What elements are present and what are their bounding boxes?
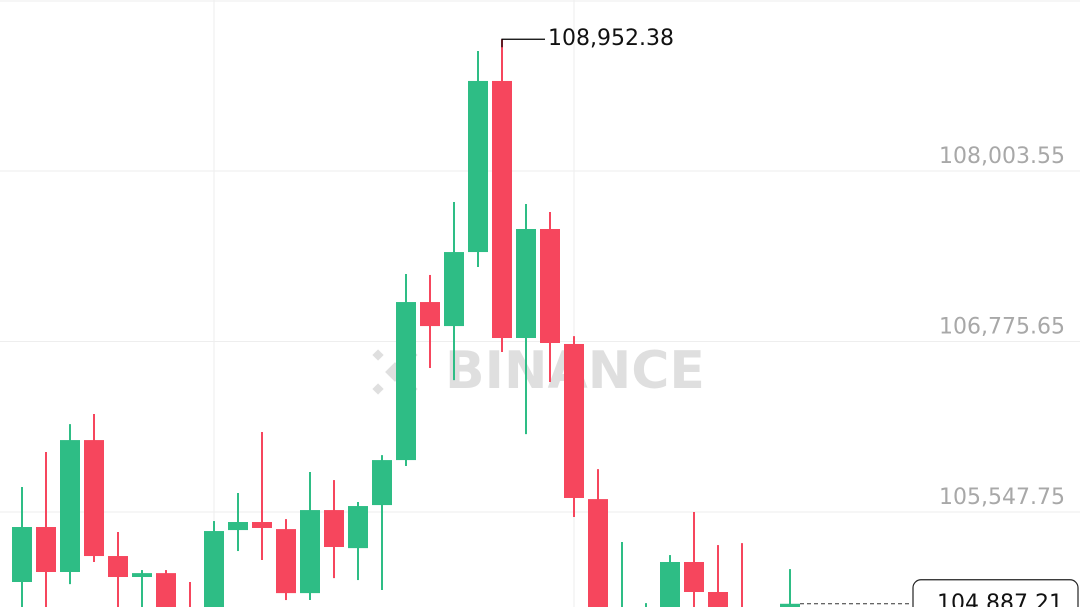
- candle-body: [348, 506, 368, 549]
- candle-body: [780, 603, 800, 607]
- candle-body: [468, 80, 488, 253]
- candle-body: [684, 562, 704, 593]
- candle-body: [276, 529, 296, 594]
- candle-body: [300, 510, 320, 594]
- candle-body: [420, 302, 440, 327]
- candle-body: [204, 531, 224, 607]
- last-price-label: 104,887.21: [937, 591, 1063, 607]
- candle-body: [60, 440, 80, 573]
- candle-body: [36, 527, 56, 573]
- last-price-box: [912, 579, 1079, 607]
- candle-body: [132, 573, 152, 578]
- candle-body: [108, 556, 128, 578]
- candle-body: [396, 302, 416, 461]
- candle-body: [252, 522, 272, 528]
- candle-body: [564, 343, 584, 498]
- annotation-label: 108,952.38: [548, 26, 674, 51]
- candle-body: [324, 510, 344, 548]
- candle-body: [660, 562, 680, 607]
- candle-body: [492, 80, 512, 339]
- candle-body: [588, 499, 608, 607]
- candle-body: [12, 527, 32, 583]
- candle-body: [540, 228, 560, 344]
- candle-body: [516, 228, 536, 339]
- candle-body: [372, 460, 392, 506]
- candle-body: [156, 573, 176, 607]
- candle-body: [228, 522, 248, 531]
- y-tick-label: 105,547.75: [939, 485, 1065, 510]
- candle-body: [84, 440, 104, 557]
- candle-body: [708, 592, 728, 607]
- y-tick-label: 106,775.65: [939, 315, 1065, 340]
- watermark-logo: [372, 349, 418, 395]
- y-tick-label: 108,003.55: [939, 144, 1065, 169]
- candle-body: [444, 252, 464, 327]
- annotation-leader: [501, 38, 545, 48]
